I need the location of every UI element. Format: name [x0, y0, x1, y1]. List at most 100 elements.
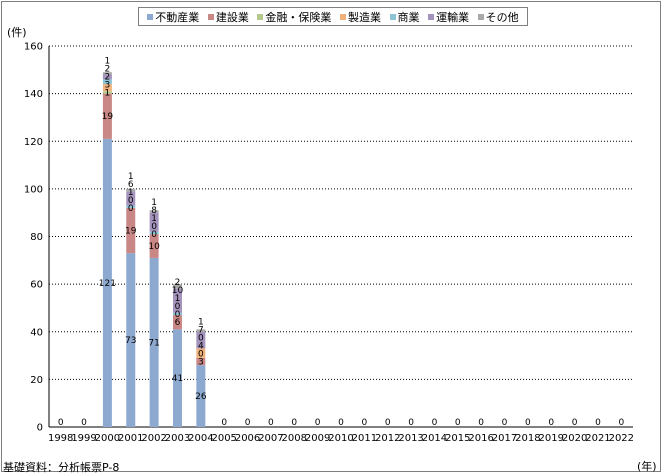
data-label: 6: [175, 318, 181, 328]
bar-segment: [172, 284, 182, 289]
legend-swatch: [147, 13, 154, 20]
legend-swatch: [428, 13, 435, 20]
legend-item: 商業: [389, 9, 420, 25]
legend-label: 商業: [397, 10, 420, 24]
data-label: 1: [128, 172, 134, 182]
data-label: 0: [151, 230, 157, 240]
legend-item: 運輸業: [428, 9, 469, 25]
data-label: 2: [175, 278, 181, 288]
bar-segment: [126, 191, 136, 206]
data-label: 2: [105, 72, 111, 82]
x-tick-label: 2007: [258, 433, 283, 444]
x-tick-label: 2015: [445, 433, 470, 444]
data-label: 3: [198, 358, 204, 368]
x-tick-label: 2022: [609, 433, 634, 444]
bar-segment: [126, 207, 136, 254]
data-label: 0: [291, 418, 297, 428]
bar-segment: [102, 91, 112, 94]
data-label: 0: [175, 310, 181, 320]
data-label: 0: [525, 418, 531, 428]
data-label: 0: [221, 418, 227, 428]
x-tick-label: 2006: [235, 433, 260, 444]
bar-segment: [172, 329, 182, 427]
data-label: 6: [128, 180, 134, 190]
legend-item: 不動産業: [147, 9, 199, 25]
y-axis-unit: (件): [7, 26, 27, 39]
bar-segment: [196, 357, 206, 366]
data-label: 0: [432, 418, 438, 428]
legend-swatch: [207, 13, 214, 20]
bar-segment: [196, 365, 206, 427]
x-tick-label: 2013: [398, 433, 423, 444]
data-label: 1: [151, 214, 157, 224]
data-label: 8: [151, 206, 157, 216]
bar-segment: [172, 315, 182, 330]
legend-label: 運輸業: [436, 10, 470, 24]
x-tick-label: 2008: [282, 433, 307, 444]
bar-segment: [149, 231, 159, 235]
data-label: 0: [478, 418, 484, 428]
legend-item: 金融・保険業: [257, 9, 331, 25]
data-label: 0: [572, 418, 578, 428]
data-label: 0: [175, 302, 181, 312]
x-tick-label: 1999: [71, 433, 96, 444]
data-label: 41: [172, 374, 183, 384]
data-label: 0: [548, 418, 554, 428]
y-tick-label: 100: [24, 184, 43, 195]
bar-segment: [102, 79, 112, 85]
data-label: 0: [128, 196, 134, 206]
y-tick-label: 80: [30, 232, 43, 243]
data-label: 26: [195, 392, 207, 402]
data-label: 1: [105, 88, 111, 98]
data-label: 0: [361, 418, 367, 428]
x-tick-label: 2012: [375, 433, 400, 444]
legend-label: 建設業: [215, 10, 249, 24]
legend-label: 不動産業: [155, 10, 200, 24]
x-tick-label: 2014: [422, 433, 447, 444]
bar-segment: [196, 329, 206, 332]
data-label: 0: [502, 418, 508, 428]
legend-item: その他: [477, 9, 519, 25]
x-tick-label: 2021: [585, 433, 610, 444]
data-label: 1: [151, 198, 157, 208]
data-label: 7: [198, 326, 204, 336]
y-tick-label: 60: [30, 280, 43, 291]
legend-swatch: [477, 13, 484, 20]
chart-legend: 不動産業 建設業 金融・保険業 製造業 商業 運輸業 その他: [138, 7, 528, 26]
legend-label: その他: [485, 10, 519, 24]
x-tick-label: 2005: [211, 433, 236, 444]
x-tick-label: 2002: [141, 433, 166, 444]
bar-segment: [149, 212, 159, 232]
data-label: 0: [618, 418, 624, 428]
bar-segment: [172, 312, 182, 316]
data-label: 0: [268, 418, 274, 428]
x-tick-label: 2010: [328, 433, 353, 444]
data-label: 0: [315, 418, 321, 428]
data-label: 0: [198, 334, 204, 344]
data-label: 1: [128, 188, 134, 198]
data-label: 0: [198, 350, 204, 360]
legend-label: 金融・保険業: [265, 10, 332, 24]
bar-segment: [102, 93, 112, 139]
x-tick-label: 2018: [515, 433, 540, 444]
x-tick-label: 2017: [492, 433, 517, 444]
data-label: 1: [175, 294, 181, 304]
data-label: 0: [81, 418, 87, 428]
data-label: 4: [198, 342, 204, 352]
data-label: 1: [198, 318, 204, 328]
x-tick-label: 2000: [95, 433, 120, 444]
data-label: 0: [408, 418, 414, 428]
x-tick-label: 2001: [118, 433, 143, 444]
bar-segment: [102, 72, 112, 75]
data-label: 2: [105, 64, 111, 74]
data-label: 71: [148, 338, 159, 348]
data-label: 0: [151, 222, 157, 232]
data-label: 0: [245, 418, 251, 428]
bar-segment: [126, 253, 136, 427]
bar-segment: [102, 84, 112, 92]
x-tick-label: 2016: [468, 433, 493, 444]
legend-item: 製造業: [339, 9, 381, 25]
data-label: 0: [338, 418, 344, 428]
bar-segment: [196, 348, 206, 358]
